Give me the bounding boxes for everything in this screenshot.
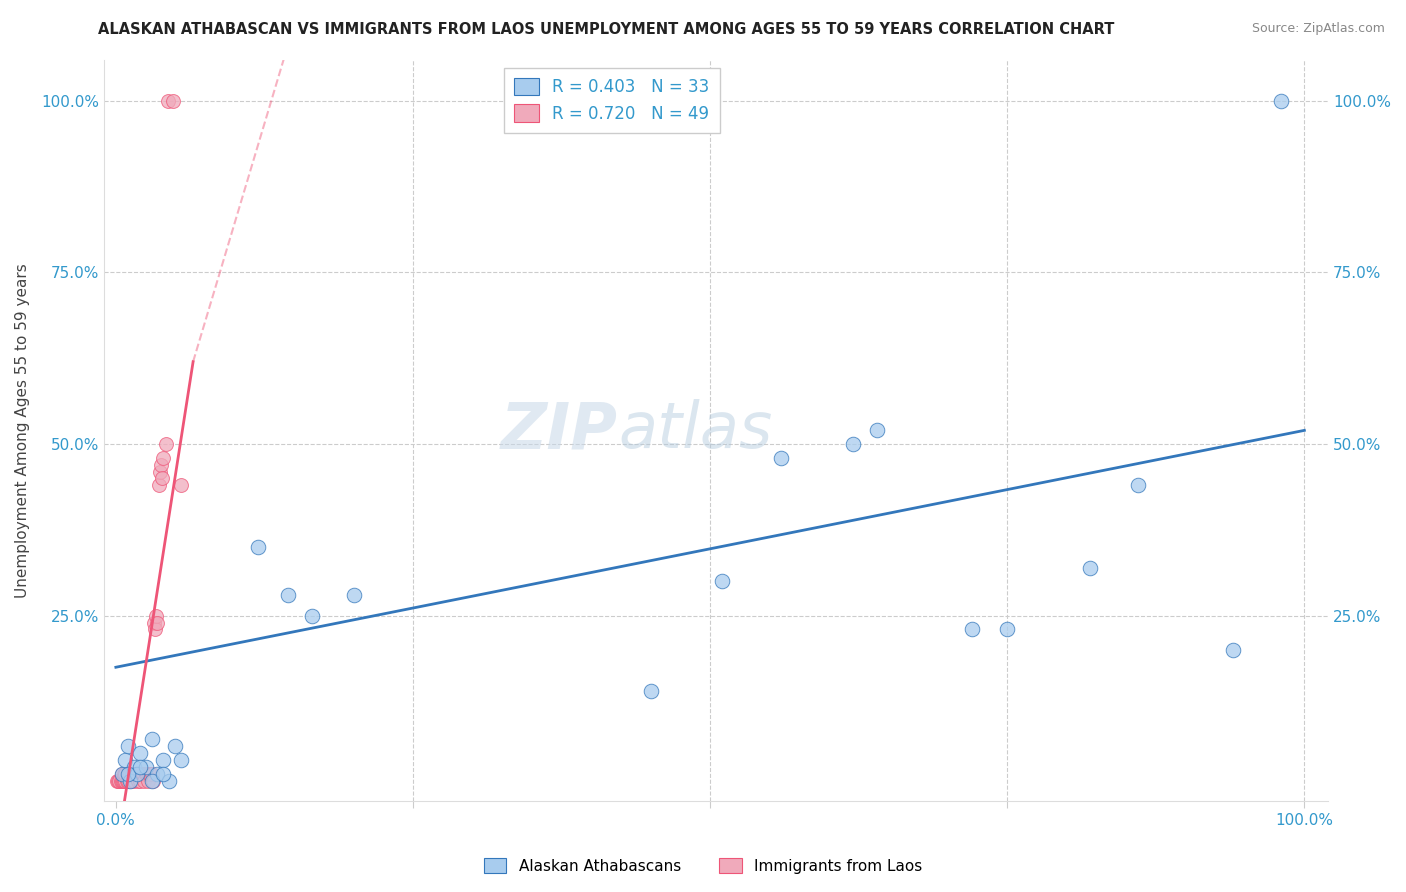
Point [117,773,139,788]
Point [149,465,172,479]
Point [127,773,149,788]
Point [136,773,159,788]
Point [114,753,136,767]
Point [129,766,152,780]
Point [152,753,174,767]
Point [142,773,165,788]
Point [146,615,169,630]
Point [122,766,145,780]
Point [146,766,169,780]
Point [141,732,163,747]
Point [111,766,134,780]
Point [277,588,299,602]
Point [960,623,983,637]
Point [640,684,662,698]
Point [120,766,142,780]
Point [841,437,863,451]
Point [111,766,134,780]
Point [111,773,134,788]
Point [108,773,131,788]
Point [135,766,157,780]
Point [120,773,142,788]
Point [127,766,149,780]
Point [142,615,165,630]
Point [770,450,793,465]
Point [125,766,148,780]
Point [118,766,141,780]
Point [114,773,136,788]
Point [120,773,142,788]
Text: atlas: atlas [619,400,772,461]
Text: Source: ZipAtlas.com: Source: ZipAtlas.com [1251,22,1385,36]
Point [134,773,156,788]
Point [124,766,146,780]
Point [1270,94,1292,108]
Point [157,94,180,108]
Point [132,766,155,780]
Point [138,766,160,780]
Point [122,760,145,774]
Point [1222,643,1244,657]
Point [711,574,734,589]
Point [157,773,180,788]
Point [139,766,162,780]
Point [143,623,166,637]
Point [131,766,153,780]
Point [141,773,163,788]
Point [117,739,139,754]
Point [152,450,174,465]
Point [128,746,150,760]
Point [105,773,128,788]
Point [170,753,193,767]
Point [117,766,139,780]
Point [115,773,138,788]
Point [122,773,145,788]
Point [152,766,174,780]
Legend: Alaskan Athabascans, Immigrants from Laos: Alaskan Athabascans, Immigrants from Lao… [478,852,928,880]
Point [145,608,167,623]
Point [995,623,1018,637]
Point [150,458,173,472]
Point [162,94,184,108]
Legend: R = 0.403   N = 33, R = 0.720   N = 49: R = 0.403 N = 33, R = 0.720 N = 49 [503,68,720,133]
Point [247,540,270,554]
Point [107,773,129,788]
Point [114,766,136,780]
Point [1126,478,1149,492]
Text: ALASKAN ATHABASCAN VS IMMIGRANTS FROM LAOS UNEMPLOYMENT AMONG AGES 55 TO 59 YEAR: ALASKAN ATHABASCAN VS IMMIGRANTS FROM LA… [98,22,1115,37]
Point [865,423,887,437]
Point [170,478,193,492]
Point [111,773,134,788]
Point [135,766,157,780]
Point [301,608,323,623]
Point [117,766,139,780]
Point [128,760,150,774]
Point [148,478,170,492]
Point [155,437,177,451]
Point [127,766,149,780]
Point [112,773,135,788]
Point [112,766,135,780]
Point [1080,560,1102,574]
Point [342,588,364,602]
Point [165,739,187,754]
Point [150,471,173,485]
Point [121,766,143,780]
Text: ZIP: ZIP [501,400,619,461]
Point [135,760,157,774]
Point [110,773,132,788]
Point [141,766,163,780]
Y-axis label: Unemployment Among Ages 55 to 59 years: Unemployment Among Ages 55 to 59 years [15,263,30,598]
Point [128,773,150,788]
